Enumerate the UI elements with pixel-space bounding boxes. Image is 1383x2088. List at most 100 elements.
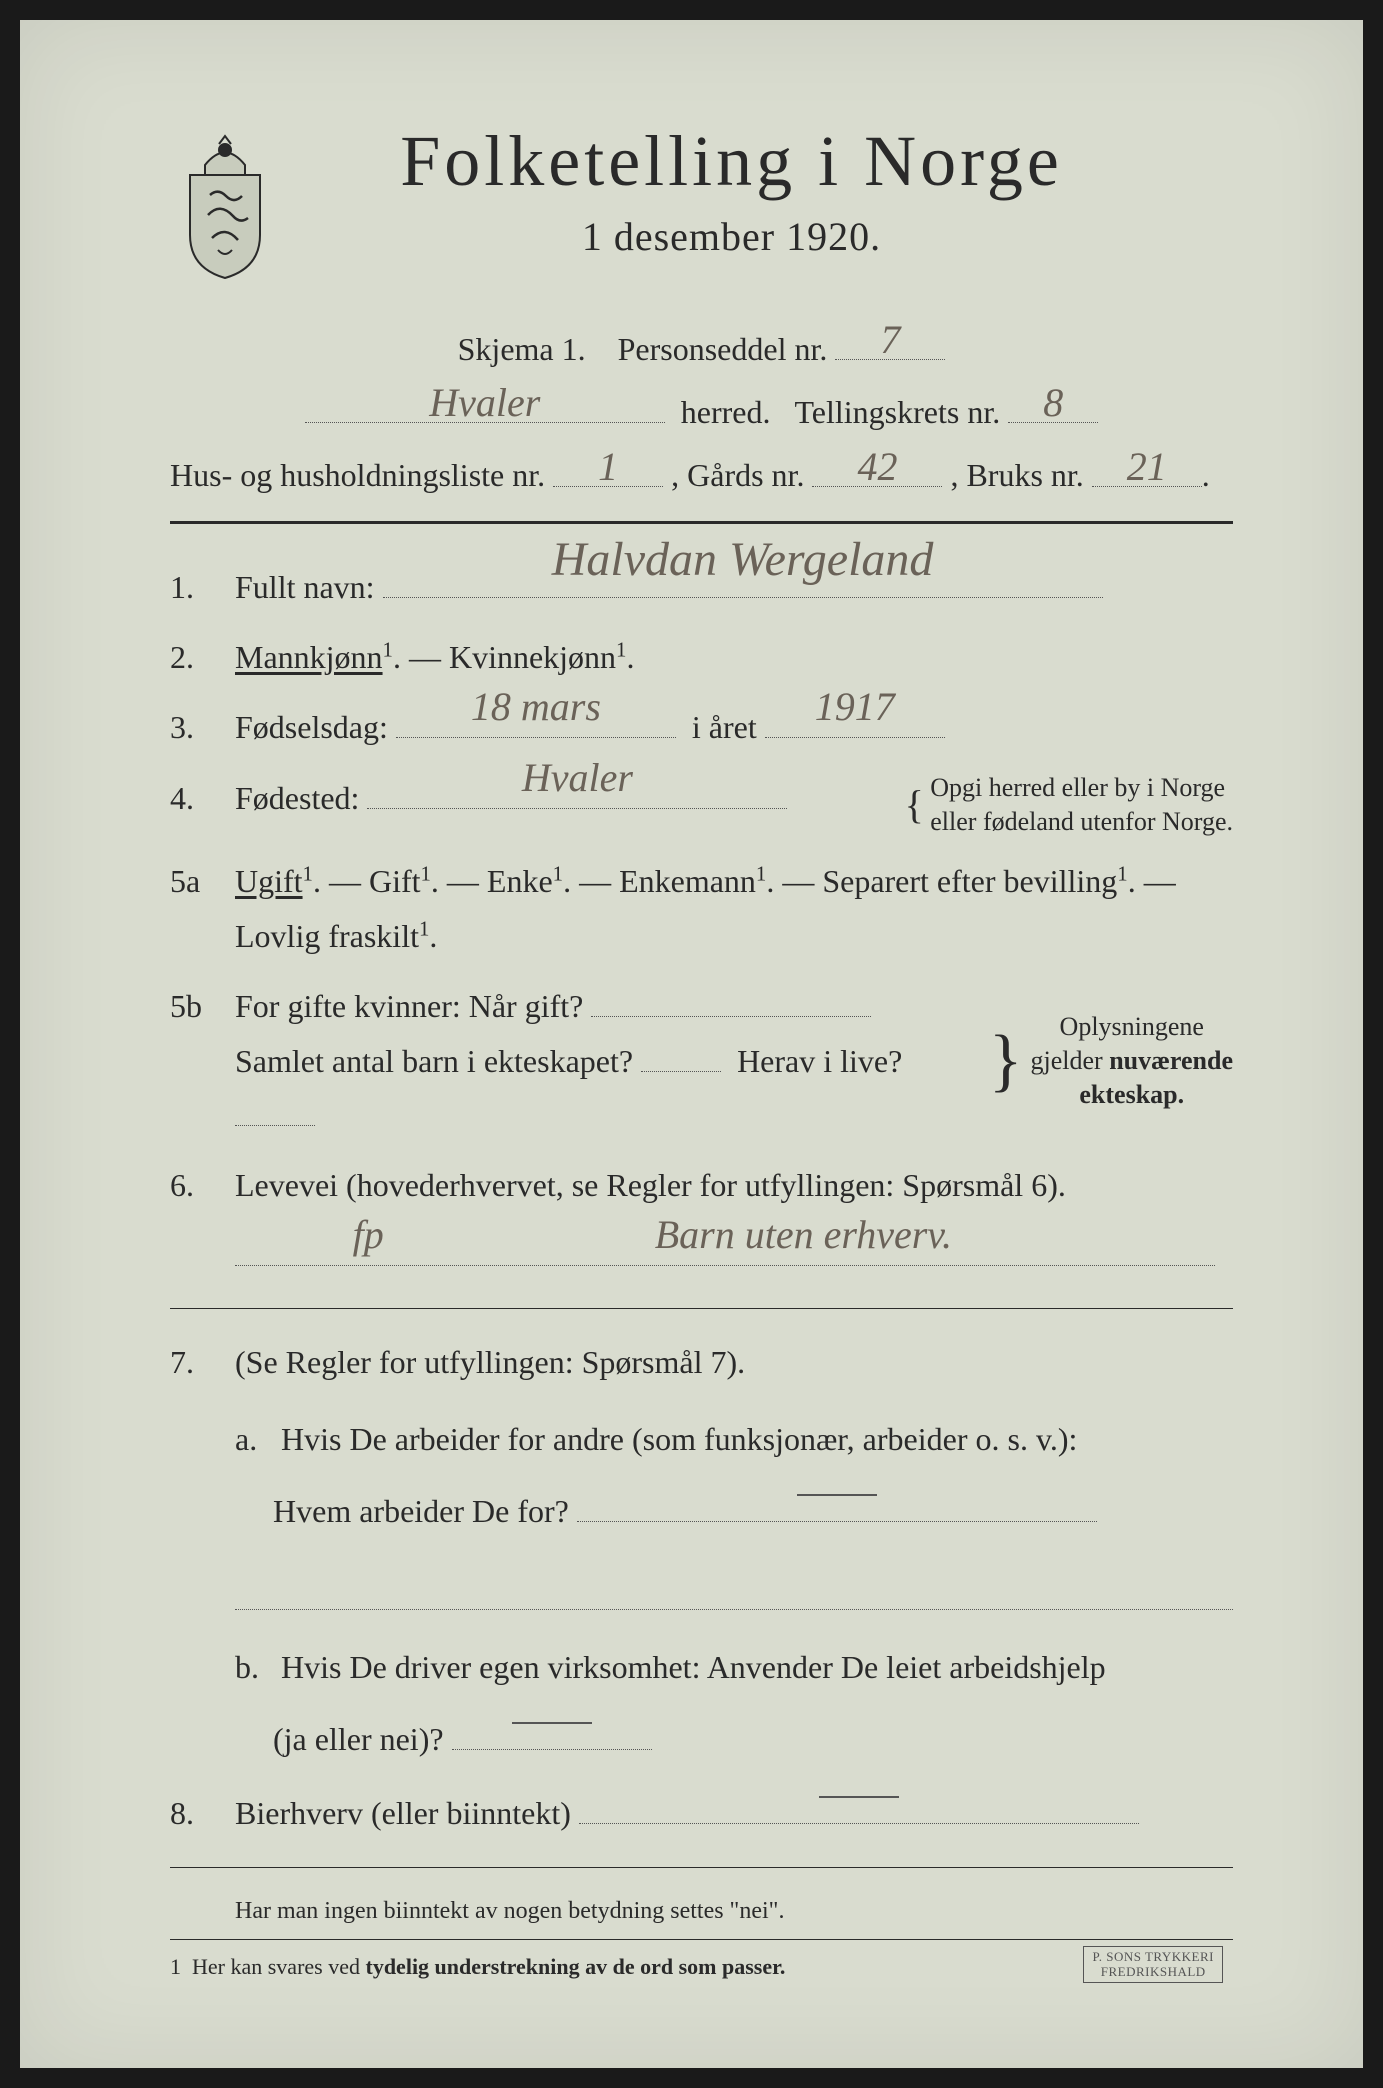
q4-field: Hvaler: [367, 774, 787, 809]
q6-label: Levevei (hovederhvervet, se Regler for u…: [235, 1167, 1066, 1203]
q5a-p3: . —: [563, 863, 619, 899]
q7b-l1: Hvis De driver egen virksomhet: Anvender…: [281, 1649, 1106, 1685]
q6-prefix: fp: [353, 1201, 384, 1269]
q5b-note-l1: Oplysningene: [1060, 1012, 1204, 1041]
husliste-field: 1: [553, 451, 663, 486]
tellingskrets-value: 8: [1043, 379, 1063, 426]
stamp-l1: P. SONS TRYKKERI: [1092, 1949, 1214, 1964]
q5a-num: 5a: [170, 854, 235, 963]
gards-field: 42: [812, 451, 942, 486]
q8-num: 8.: [170, 1786, 235, 1840]
meta-line-1: Skjema 1. Personseddel nr. 7: [170, 325, 1233, 368]
q5a-p4: . —: [766, 863, 822, 899]
q8-row: 8. Bierhverv (eller biinntekt): [170, 1786, 1233, 1840]
q3-label: Fødselsdag:: [235, 709, 388, 745]
q3-row: 3. Fødselsdag: 18 mars i året 1917: [170, 700, 1233, 754]
q3-year-field: 1917: [765, 703, 945, 738]
q6-num: 6.: [170, 1158, 235, 1282]
q5a-ugift: Ugift: [235, 863, 303, 899]
husliste-value: 1: [598, 443, 618, 490]
q7-num: 7.: [170, 1335, 235, 1766]
q5a-s5: 1: [1117, 863, 1127, 886]
herred-label: herred.: [681, 394, 771, 430]
q7a-field2: [235, 1574, 1233, 1609]
coat-of-arms-icon: [170, 120, 280, 280]
q3-day-field: 18 mars: [396, 703, 676, 738]
divider-mid: [170, 1308, 1233, 1309]
q8-label: Bierhverv (eller biinntekt): [235, 1795, 571, 1831]
q7b-l2: (ja eller nei)?: [273, 1721, 444, 1757]
gards-value: 42: [857, 443, 897, 490]
q2-end: .: [626, 639, 634, 675]
q5b-note-l3: ekteskap.: [1079, 1080, 1184, 1109]
q2-sup2: 1: [616, 638, 626, 661]
meta-block: Skjema 1. Personseddel nr. 7 Hvaler herr…: [170, 325, 1233, 495]
divider-footnote: [170, 1939, 1233, 1940]
q7a-dash: [791, 1457, 883, 1525]
q7a-l1: Hvis De arbeider for andre (som funksjon…: [281, 1421, 1077, 1457]
footnote: 1 Her kan svares ved tydelig understrekn…: [170, 1954, 1233, 1980]
q5b-note-l2: gjelder nuværende: [1031, 1046, 1233, 1075]
footnote-bar: Har man ingen biinntekt av nogen betydni…: [235, 1898, 1233, 1925]
skjema-label: Skjema 1.: [458, 331, 586, 367]
q1-label: Fullt navn:: [235, 569, 375, 605]
q5a-row: 5a Ugift1. — Gift1. — Enke1. — Enkemann1…: [170, 854, 1233, 963]
document-subtitle: 1 desember 1920.: [310, 213, 1153, 260]
q3-day-value: 18 mars: [471, 673, 601, 741]
q4-note-l2: eller fødeland utenfor Norge.: [930, 807, 1233, 836]
personseddel-nr-value: 7: [880, 316, 900, 363]
header: Folketelling i Norge 1 desember 1920.: [170, 120, 1233, 280]
document-title: Folketelling i Norge: [310, 120, 1153, 203]
q2-sup1: 1: [383, 638, 393, 661]
q1-row: 1. Fullt navn: Halvdan Wergeland: [170, 560, 1233, 614]
q6-value: Barn uten erhverv.: [655, 1201, 952, 1269]
q7a-l2: Hvem arbeider De for?: [273, 1493, 569, 1529]
q7b-field: [452, 1715, 652, 1750]
q5b-l2a: Samlet antal barn i ekteskapet?: [235, 1043, 633, 1079]
q1-field: Halvdan Wergeland: [383, 562, 1103, 597]
meta-line-3: Hus- og husholdningsliste nr. 1 , Gårds …: [170, 451, 1233, 494]
q5a-p1: . —: [313, 863, 369, 899]
q5b-l1a: For gifte kvinner: Når gift?: [235, 988, 583, 1024]
q5b-num: 5b: [170, 979, 235, 1142]
q5b-gift-field: [591, 982, 871, 1017]
q4-value: Hvaler: [522, 744, 633, 812]
q2-kvinne: Kvinnekjønn: [449, 639, 616, 675]
q7b-dash: [506, 1685, 598, 1753]
q4-note-l1: Opgi herred eller by i Norge: [930, 773, 1225, 802]
q5a-p2: . —: [431, 863, 487, 899]
q5b-row: 5b For gifte kvinner: Når gift? Samlet a…: [170, 979, 1233, 1142]
tellingskrets-label: Tellingskrets nr.: [794, 394, 1000, 430]
q2-row: 2. Mannkjønn1. — Kvinnekjønn1.: [170, 630, 1233, 684]
gards-label: , Gårds nr.: [671, 458, 804, 494]
herred-field: Hvaler: [305, 388, 665, 423]
q5a-p6: .: [429, 918, 437, 954]
q6-row: 6. Levevei (hovederhvervet, se Regler fo…: [170, 1158, 1233, 1282]
bruks-field: 21: [1092, 451, 1202, 486]
q2-sep1: . —: [393, 639, 449, 675]
q4-note: { Opgi herred eller by i Norge eller fød…: [905, 771, 1233, 839]
q1-num: 1.: [170, 560, 235, 614]
q8-field: [579, 1789, 1139, 1824]
q1-value: Halvdan Wergeland: [552, 519, 934, 601]
q2-mann: Mannkjønn: [235, 639, 383, 675]
q4-label: Fødested:: [235, 780, 359, 816]
q3-year-label: i året: [692, 709, 757, 745]
q6-field: fp Barn uten erhverv.: [235, 1231, 1215, 1266]
q5a-s4: 1: [756, 863, 766, 886]
q5a-s2: 1: [421, 863, 431, 886]
meta-line-2: Hvaler herred. Tellingskrets nr. 8: [170, 388, 1233, 431]
q7-row: 7. (Se Regler for utfyllingen: Spørsmål …: [170, 1335, 1233, 1766]
q5a-s1: 1: [303, 863, 313, 886]
census-form-page: Folketelling i Norge 1 desember 1920. Sk…: [20, 20, 1363, 2068]
q5a-gift: Gift: [369, 863, 421, 899]
q5b-barn-field: [641, 1036, 721, 1071]
q4-row: 4. Fødested: Hvaler { Opgi herred eller …: [170, 771, 1233, 839]
q5a-fraskilt: Lovlig fraskilt: [235, 918, 419, 954]
q3-year-value: 1917: [815, 673, 895, 741]
herred-value: Hvaler: [429, 379, 540, 426]
q8-dash: [813, 1759, 905, 1827]
q5a-s3: 1: [553, 863, 563, 886]
q5a-enke: Enke: [487, 863, 553, 899]
q7a-letter: a.: [235, 1412, 273, 1466]
